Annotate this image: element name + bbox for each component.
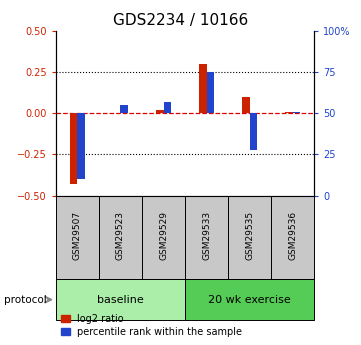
Text: GSM29536: GSM29536 (288, 211, 297, 260)
Bar (271, 196, 314, 279)
Bar (185, 196, 228, 279)
Bar (249, 113, 257, 149)
Text: GSM29523: GSM29523 (116, 211, 125, 260)
Bar (206, 72, 214, 113)
Text: GSM29507: GSM29507 (73, 211, 82, 260)
Bar (142, 196, 185, 279)
Bar (285, 112, 292, 113)
Bar (228, 196, 271, 279)
Bar (156, 110, 164, 113)
Bar (292, 112, 300, 113)
Bar (121, 105, 128, 113)
Bar (78, 113, 85, 179)
Legend: log2 ratio, percentile rank within the sample: log2 ratio, percentile rank within the s… (61, 314, 242, 337)
Text: protocol: protocol (4, 295, 46, 305)
Bar (70, 113, 78, 184)
Bar (185, 279, 314, 320)
Text: GDS2234 / 10166: GDS2234 / 10166 (113, 13, 248, 28)
Text: GSM29533: GSM29533 (202, 211, 211, 260)
Text: baseline: baseline (97, 295, 144, 305)
Bar (99, 196, 142, 279)
Bar (199, 64, 206, 113)
Bar (242, 97, 249, 113)
Bar (56, 279, 185, 320)
Text: GSM29529: GSM29529 (159, 211, 168, 260)
Text: GSM29535: GSM29535 (245, 211, 254, 260)
Bar (164, 102, 171, 113)
Bar (56, 196, 99, 279)
Text: 20 wk exercise: 20 wk exercise (208, 295, 291, 305)
